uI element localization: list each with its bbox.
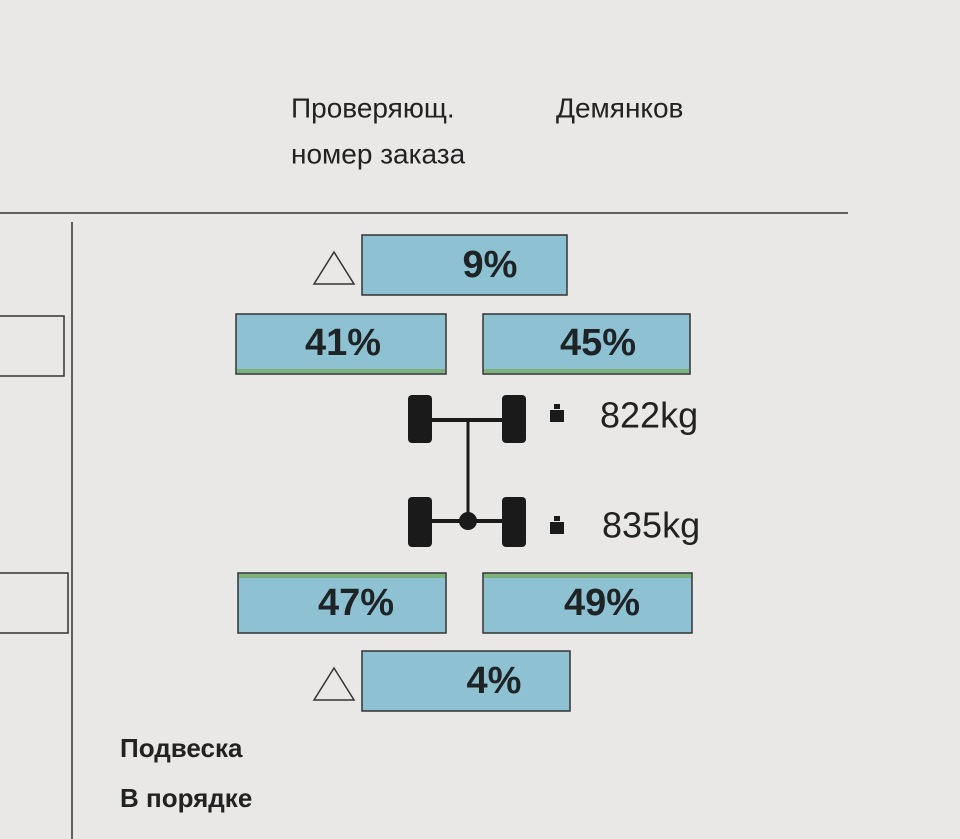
value-box [482,572,693,634]
value-band [237,369,445,373]
front-difference: 9% [463,244,518,286]
value-box [361,650,571,712]
rear-left: 47% [318,582,394,624]
rear-difference: 4% [467,660,522,702]
value-band [239,574,445,578]
result-title: Подвеска [120,733,243,763]
order-label: номер заказа [291,138,466,169]
inspector-name: Демянков [556,92,683,123]
rear-weight: 835kg [602,505,700,546]
delta-icon [312,250,356,285]
weight-icon [550,404,564,534]
empty-field [0,572,69,634]
rear-right: 49% [564,582,640,624]
value-band [484,574,691,578]
value-box [235,313,447,375]
value-band [484,369,689,373]
delta-icon [312,666,356,701]
chassis-icon [408,395,526,547]
empty-field [0,315,65,377]
value-box [482,313,691,375]
front-right: 45% [560,322,636,364]
front-left: 41% [305,322,381,364]
result-status: В порядке [120,783,252,813]
value-box [361,234,568,296]
inspector-label: Проверяющ. [291,92,455,123]
value-box [237,572,447,634]
front-weight: 822kg [600,395,698,436]
